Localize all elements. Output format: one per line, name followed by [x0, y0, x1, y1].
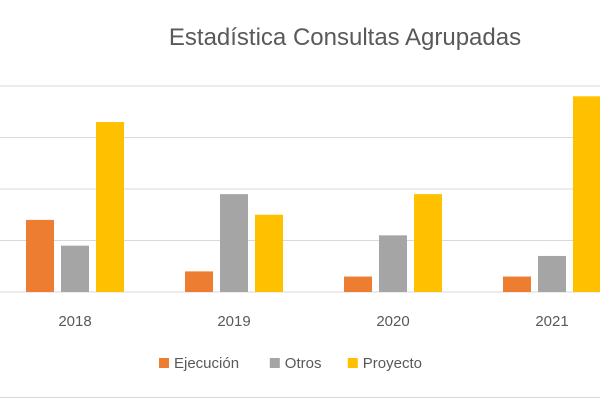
legend-label: Ejecución: [174, 355, 239, 372]
x-tick-label: 2018: [58, 313, 91, 330]
chart-bottom-border: [0, 397, 600, 398]
bar-ejecuci-n-2018: [26, 219, 54, 292]
x-axis-labels: 2018 2019 2020 2021: [58, 313, 568, 330]
legend-swatch: [159, 358, 169, 368]
bar-proyecto-2021: [573, 96, 600, 292]
bar-ejecuci-n-2019: [185, 271, 213, 292]
bar-otros-2018: [61, 245, 89, 292]
bar-proyecto-2019: [255, 214, 283, 292]
x-tick-label: 2020: [376, 313, 409, 330]
legend-label: Proyecto: [363, 355, 422, 372]
legend: Ejecución Otros Proyecto: [159, 355, 422, 372]
bar-ejecuci-n-2021: [503, 276, 531, 292]
x-tick-label: 2019: [217, 313, 250, 330]
bar-otros-2020: [379, 235, 407, 292]
x-tick-label: 2021: [535, 313, 568, 330]
legend-label: Otros: [285, 355, 322, 372]
legend-swatch: [269, 358, 280, 368]
bar-proyecto-2020: [414, 194, 442, 292]
bars: [26, 96, 600, 292]
gridlines: [0, 85, 600, 293]
legend-swatch: [347, 358, 358, 368]
bar-proyecto-2018: [96, 122, 124, 292]
chart-title: Estadística Consultas Agrupadas: [168, 24, 522, 51]
bar-otros-2019: [220, 194, 248, 292]
bar-otros-2021: [538, 255, 566, 292]
bar-ejecuci-n-2020: [344, 276, 372, 292]
